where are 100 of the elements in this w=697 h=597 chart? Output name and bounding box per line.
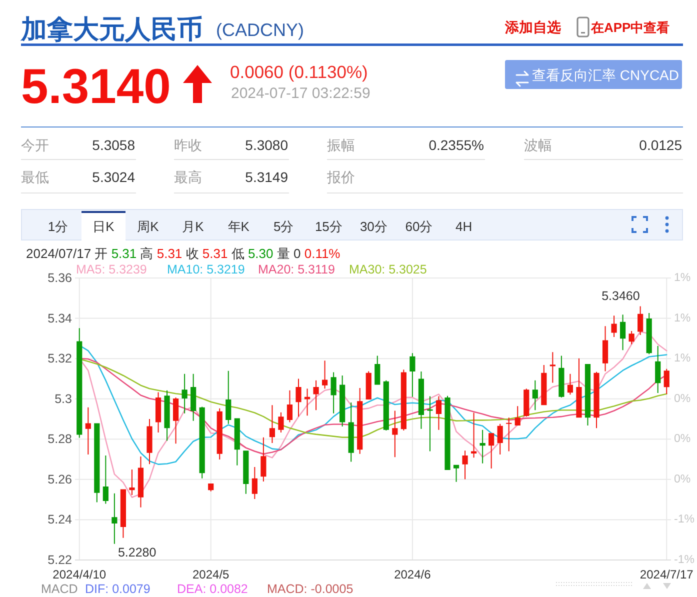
text: 月K bbox=[182, 219, 204, 234]
candlestick bbox=[506, 418, 512, 452]
candlestick bbox=[226, 370, 232, 424]
candlestick bbox=[550, 352, 556, 383]
text: 振幅 bbox=[327, 137, 355, 153]
candlestick bbox=[182, 374, 188, 414]
text: 年K bbox=[228, 219, 250, 234]
candlestick bbox=[497, 424, 503, 454]
y2-tick-label: 1% bbox=[674, 312, 691, 325]
candlestick bbox=[602, 326, 608, 372]
y2-tick-label: 0% bbox=[674, 393, 691, 406]
candlestick bbox=[216, 408, 222, 460]
candlestick bbox=[330, 372, 336, 414]
text: 5.3024 bbox=[92, 169, 136, 185]
candlestick bbox=[129, 470, 135, 495]
y-tick-label: 5.28 bbox=[48, 432, 72, 446]
candlestick bbox=[655, 346, 661, 394]
text: 0.0060 (0.1130%) bbox=[230, 62, 368, 82]
candlestick bbox=[514, 406, 520, 426]
candlestick bbox=[576, 358, 582, 418]
y-tick-label: 5.36 bbox=[48, 271, 72, 285]
candlestick bbox=[234, 418, 240, 466]
candlestick bbox=[94, 423, 100, 502]
text: 30分 bbox=[360, 219, 388, 234]
y-tick-label: 5.26 bbox=[48, 472, 72, 486]
annotation: 5.2280 bbox=[118, 545, 156, 560]
candlestick bbox=[418, 371, 424, 429]
candlestick bbox=[120, 489, 126, 538]
candlestick bbox=[322, 360, 328, 389]
text: 4H bbox=[455, 219, 472, 234]
text: 昨收 bbox=[174, 137, 202, 153]
candlestick bbox=[453, 464, 460, 482]
candlestick bbox=[190, 374, 196, 421]
text: 15分 bbox=[314, 219, 342, 234]
y2-tick-label: 0% bbox=[674, 474, 691, 486]
candlestick bbox=[278, 412, 284, 432]
candlestick bbox=[584, 364, 591, 426]
candlestick bbox=[208, 483, 214, 492]
chart-title: 加拿大元人民币 bbox=[20, 14, 203, 44]
candlestick bbox=[313, 380, 319, 410]
chart-subtitle: (CADCNY) bbox=[216, 20, 304, 40]
candlestick bbox=[243, 450, 249, 494]
x-tick-label: 2024/5 bbox=[192, 568, 230, 582]
candlestick bbox=[172, 397, 179, 444]
candlestick bbox=[532, 380, 538, 410]
y-tick-label: 5.32 bbox=[48, 352, 72, 366]
y-tick-label: 5.24 bbox=[48, 512, 72, 527]
candlestick bbox=[383, 380, 389, 430]
text: 60分 bbox=[405, 219, 433, 234]
text: 查看反向汇率 CNYCAD bbox=[532, 67, 680, 83]
candlestick bbox=[620, 314, 626, 350]
candlestick bbox=[470, 412, 477, 458]
text: 1分 bbox=[48, 219, 68, 234]
candlestick bbox=[304, 388, 310, 416]
y-tick-label: 5.22 bbox=[48, 553, 72, 567]
text: 0.0125 bbox=[639, 137, 682, 153]
candlestick bbox=[400, 370, 406, 430]
x-tick-label: 2024/7/17 bbox=[640, 568, 694, 582]
candlestick bbox=[252, 466, 258, 499]
candlestick bbox=[340, 375, 346, 426]
text: 波幅 bbox=[524, 137, 552, 153]
text: MA10: 5.3219 bbox=[167, 262, 245, 276]
candlestick bbox=[664, 368, 670, 394]
candlestick bbox=[628, 330, 634, 344]
text: 添加自选 bbox=[504, 19, 561, 35]
y2-tick-label: 0% bbox=[674, 432, 691, 445]
candlestick bbox=[146, 419, 152, 464]
x-tick-label: 2024/4/10 bbox=[52, 568, 106, 582]
candlestick bbox=[480, 430, 486, 464]
candlestick bbox=[524, 388, 530, 417]
candlestick bbox=[462, 450, 468, 480]
candlestick bbox=[269, 405, 276, 443]
text: 2024/07/17 开 5.31 高 5.31 收 5.31 低 5.30 量 0 0.11% bbox=[26, 246, 340, 261]
y2-tick-label: 1% bbox=[674, 352, 691, 364]
text: MA30: 5.3025 bbox=[349, 262, 427, 276]
candlestick bbox=[138, 456, 144, 508]
candlestick bbox=[427, 396, 433, 452]
text: 最低 bbox=[21, 169, 49, 185]
text: MACD: -0.0005 bbox=[267, 582, 354, 596]
candlestick bbox=[366, 371, 372, 400]
annotation: 5.3460 bbox=[602, 289, 640, 304]
candlestick bbox=[164, 390, 170, 441]
text: 报价 bbox=[326, 169, 355, 185]
text: MA5: 5.3239 bbox=[76, 262, 147, 276]
text: 今开 bbox=[21, 137, 49, 153]
text: DEA: 0.0082 bbox=[177, 582, 248, 596]
candlestick bbox=[611, 316, 617, 338]
text: 周K bbox=[137, 219, 160, 234]
candlestick bbox=[594, 372, 600, 428]
text: 5.3080 bbox=[245, 137, 288, 153]
candlestick bbox=[155, 392, 162, 432]
text: 日K bbox=[92, 219, 115, 234]
candlestick bbox=[102, 455, 108, 504]
candlestick bbox=[296, 378, 302, 417]
candlestick bbox=[357, 388, 363, 454]
x-tick-label: 2024/6 bbox=[394, 568, 432, 582]
candlestick bbox=[260, 437, 266, 482]
text: 在APP中查看 bbox=[590, 20, 670, 35]
candlestick bbox=[112, 493, 118, 544]
candlestick bbox=[638, 306, 644, 336]
